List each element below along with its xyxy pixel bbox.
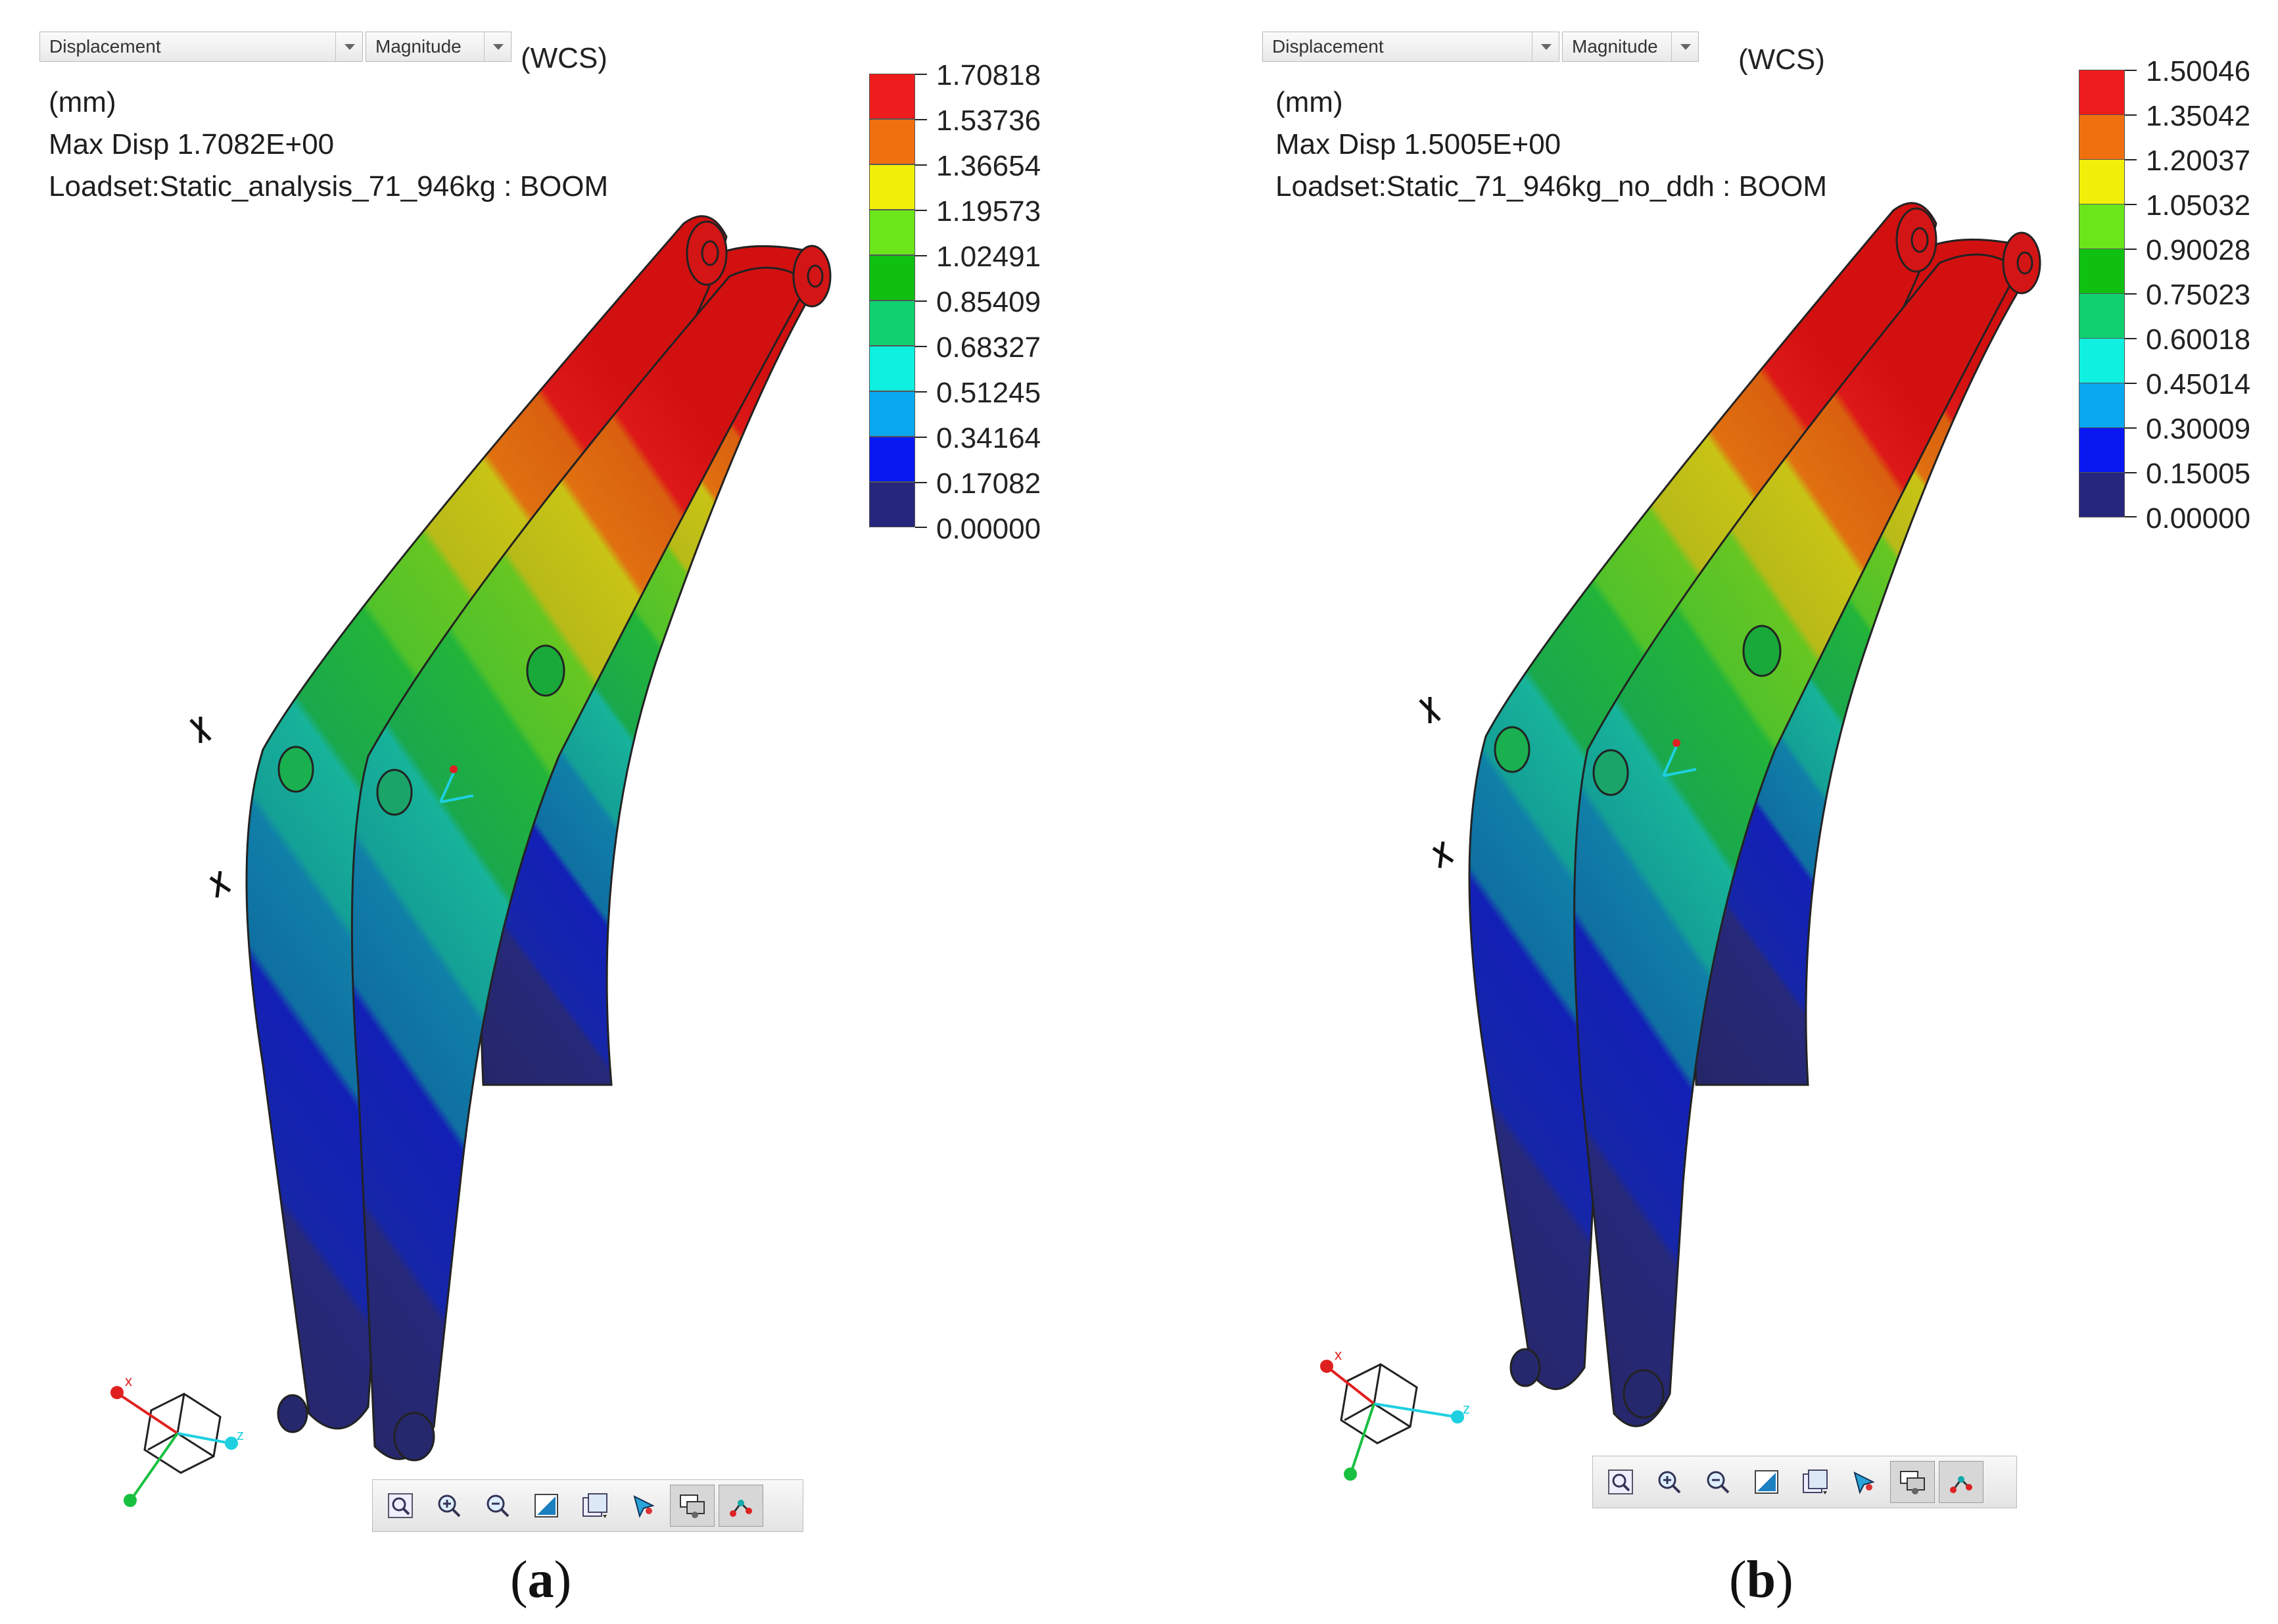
result-window-b: Displacement Magnitude (WCS) (mm) Max Di… (1216, 0, 2278, 1624)
legend-swatch (869, 74, 915, 119)
view-toolbar (372, 1479, 803, 1532)
legend-value: 1.70818 (936, 59, 1041, 91)
view-toolbar (1592, 1456, 2017, 1508)
legend-swatch (869, 300, 915, 346)
saved-views-icon[interactable] (1793, 1461, 1838, 1503)
legend-value: 1.53736 (936, 105, 1041, 137)
refit-icon[interactable] (378, 1485, 423, 1527)
legend-value: 0.17082 (936, 467, 1041, 500)
component-value: Magnitude (1572, 36, 1658, 57)
result-quantity-dropdown[interactable]: Displacement (39, 32, 363, 62)
datum-display-icon[interactable] (1939, 1461, 1983, 1503)
boom-fringe-model[interactable]: x z (0, 0, 1139, 1624)
legend-value: 0.15005 (2146, 458, 2251, 490)
legend-swatch (869, 119, 915, 164)
legend-swatch (869, 255, 915, 300)
legend-value: 1.02491 (936, 241, 1041, 273)
axis-x-label: x (1335, 1347, 1342, 1363)
units-label: (mm) (1275, 86, 1343, 118)
result-quantity-dropdown[interactable]: Displacement (1262, 32, 1559, 62)
chevron-down-icon[interactable] (335, 32, 362, 61)
legend-value: 0.00000 (936, 513, 1041, 545)
legend-swatch (2079, 70, 2125, 115)
legend-value: 1.20037 (2146, 145, 2251, 177)
loadset-label: Loadset:Static_71_946kg_no_ddh : BOOM (1275, 170, 1828, 203)
result-window-a: Displacement Magnitude (WCS) (mm) Max Di… (0, 0, 1139, 1624)
axis-z-label: z (237, 1427, 244, 1443)
legend-swatch (2079, 427, 2125, 473)
component-dropdown[interactable]: Magnitude (366, 32, 511, 62)
figure-caption-b: (b) (1729, 1551, 1793, 1609)
max-displacement-label: Max Disp 1.7082E+00 (49, 128, 335, 160)
legend-value: 0.30009 (2146, 413, 2251, 445)
coordinate-system-label: (WCS) (1738, 43, 1825, 76)
legend-value: 0.90028 (2146, 234, 2251, 266)
datum-display-icon[interactable] (719, 1485, 763, 1527)
legend-swatch (2079, 472, 2125, 517)
boom-fringe-model[interactable]: x z (1216, 0, 2278, 1624)
legend-value: 0.60018 (2146, 323, 2251, 356)
legend-swatch (2079, 293, 2125, 339)
view-orient-icon[interactable] (1744, 1461, 1789, 1503)
legend-value: 0.00000 (2146, 502, 2251, 535)
component-dropdown[interactable]: Magnitude (1562, 32, 1699, 62)
coordinate-system-label: (WCS) (521, 42, 607, 74)
chevron-down-icon[interactable] (1532, 32, 1559, 61)
legend-swatch (869, 391, 915, 437)
legend-value: 0.75023 (2146, 279, 2251, 311)
legend-value: 1.50046 (2146, 55, 2251, 87)
result-quantity-value: Displacement (49, 36, 161, 57)
units-label: (mm) (49, 86, 116, 118)
result-quantity-value: Displacement (1272, 36, 1384, 57)
legend-value: 1.19573 (936, 195, 1041, 227)
legend-value: 1.35042 (2146, 100, 2251, 132)
zoom-in-icon[interactable] (427, 1485, 471, 1527)
figure-caption-a: (a) (510, 1551, 572, 1609)
legend-swatch (869, 164, 915, 210)
legend-swatch (2079, 204, 2125, 249)
view-orientation-triad: x z (110, 1373, 244, 1507)
display-style-icon[interactable] (1890, 1461, 1935, 1503)
axis-x-label: x (125, 1373, 132, 1389)
legend-swatch (869, 437, 915, 482)
chevron-down-icon[interactable] (484, 32, 511, 61)
saved-views-icon[interactable] (573, 1485, 617, 1527)
view-orientation-triad: x z (1320, 1347, 1470, 1481)
legend-value: 0.51245 (936, 377, 1041, 409)
component-value: Magnitude (375, 36, 462, 57)
spin-center-icon[interactable] (1841, 1461, 1886, 1503)
display-style-icon[interactable] (670, 1485, 715, 1527)
legend-value: 0.45014 (2146, 368, 2251, 400)
axis-z-label: z (1463, 1400, 1470, 1417)
zoom-out-icon[interactable] (1696, 1461, 1740, 1503)
spin-center-icon[interactable] (621, 1485, 666, 1527)
zoom-out-icon[interactable] (475, 1485, 520, 1527)
max-displacement-label: Max Disp 1.5005E+00 (1275, 128, 1561, 160)
legend-value: 1.05032 (2146, 189, 2251, 222)
legend-swatch (869, 482, 915, 527)
legend-swatch (2079, 249, 2125, 294)
zoom-in-icon[interactable] (1647, 1461, 1692, 1503)
legend-swatch (869, 346, 915, 391)
legend-value: 0.34164 (936, 422, 1041, 454)
loadset-label: Loadset:Static_analysis_71_946kg : BOOM (49, 170, 609, 203)
legend-swatch (2079, 338, 2125, 383)
legend-swatch (869, 210, 915, 255)
chevron-down-icon[interactable] (1671, 32, 1698, 61)
legend-value: 0.68327 (936, 331, 1041, 364)
refit-icon[interactable] (1598, 1461, 1643, 1503)
legend-value: 1.36654 (936, 150, 1041, 182)
legend-value: 0.85409 (936, 286, 1041, 318)
view-orient-icon[interactable] (524, 1485, 569, 1527)
legend-swatch (2079, 383, 2125, 428)
